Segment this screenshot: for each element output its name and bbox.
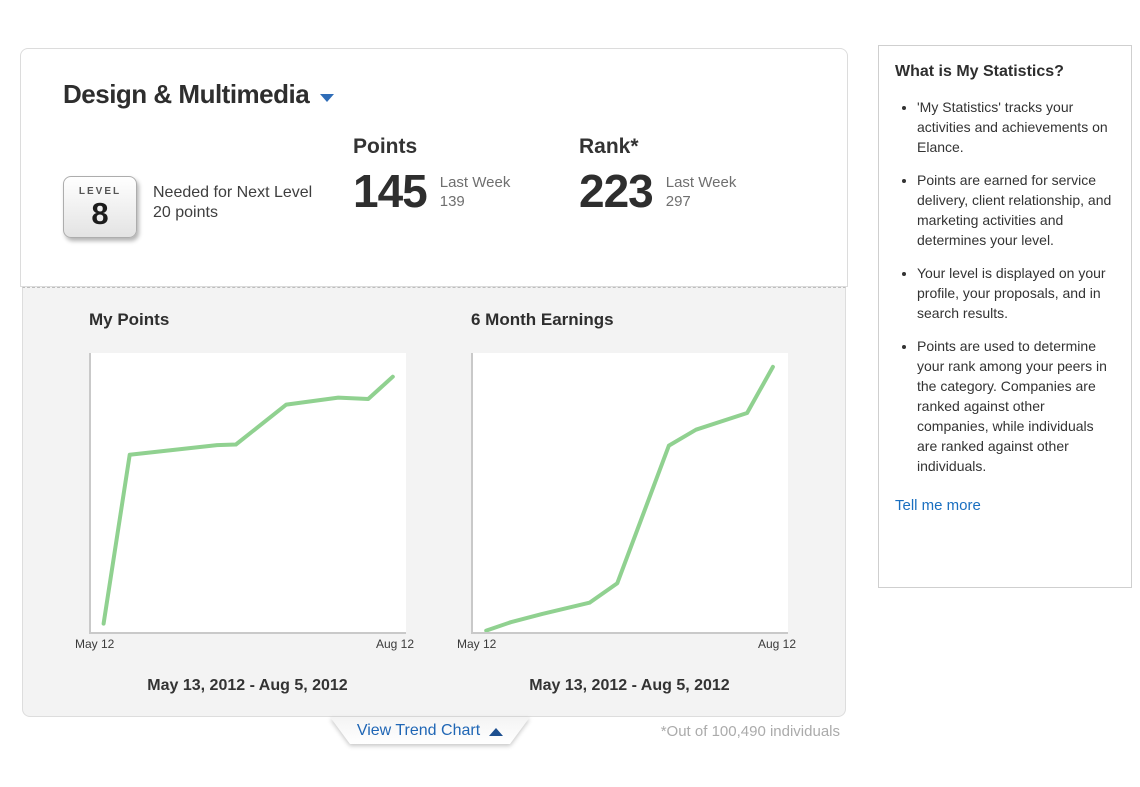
my-points-date-range: May 13, 2012 - Aug 5, 2012 — [147, 677, 348, 694]
charts-panel: My Points May 12 Aug 12 May 13, 2012 - A… — [22, 287, 846, 717]
level-badge-label: LEVEL — [78, 186, 122, 197]
rank-last-week-label: Last Week — [665, 174, 737, 191]
my-points-x-axis: May 12 Aug 12 — [75, 637, 414, 651]
points-last-week: Last Week 139 — [440, 169, 511, 211]
x-axis-end-label: Aug 12 — [757, 637, 796, 651]
points-stat: Points 145 Last Week 139 — [353, 135, 511, 217]
x-axis-start-label: May 12 — [75, 637, 115, 651]
sidebar-bullet: Points are used to determine your rank a… — [917, 336, 1115, 476]
my-points-chart-title: My Points — [89, 310, 170, 329]
x-axis-start-label: May 12 — [457, 637, 497, 651]
tell-me-more-link[interactable]: Tell me more — [895, 497, 981, 514]
rank-stat: Rank* 223 Last Week 297 — [579, 135, 737, 217]
what-is-my-statistics-sidebar: What is My Statistics? 'My Statistics' t… — [878, 45, 1132, 588]
points-label: Points — [353, 135, 418, 158]
category-dropdown[interactable]: Design & Multimedia — [63, 79, 335, 110]
x-axis-end-label: Aug 12 — [375, 637, 414, 651]
points-last-week-value: 139 — [439, 193, 465, 210]
rank-label: Rank* — [579, 135, 639, 158]
next-level-line1: Needed for Next Level — [153, 184, 313, 201]
rank-value: 223 — [579, 165, 654, 217]
view-trend-chart-button[interactable]: View Trend Chart — [330, 717, 530, 744]
rank-last-week: Last Week 297 — [666, 169, 737, 211]
earnings-chart-title: 6 Month Earnings — [471, 310, 614, 329]
points-last-week-label: Last Week — [439, 174, 511, 191]
view-trend-chart-tab-wrap: View Trend Chart — [330, 717, 530, 744]
sidebar-title: What is My Statistics? — [895, 63, 1064, 80]
my-points-line-chart — [89, 353, 406, 634]
sidebar-bullet-list: 'My Statistics' tracks your activities a… — [895, 97, 1115, 476]
sidebar-bullet: Your level is displayed on your profile,… — [917, 263, 1115, 323]
earnings-x-axis: May 12 Aug 12 — [457, 637, 796, 651]
next-level-info: Needed for Next Level 20 points — [153, 183, 312, 223]
rank-last-week-value: 297 — [665, 193, 691, 210]
earnings-date-range: May 13, 2012 - Aug 5, 2012 — [529, 677, 730, 694]
next-level-line2: 20 points — [153, 204, 218, 221]
level-badge-value: 8 — [91, 196, 109, 231]
earnings-line-chart — [471, 353, 788, 634]
stats-summary-card: Design & Multimedia LEVEL 8 Needed for N… — [20, 48, 848, 287]
earnings-chart-block: 6 Month Earnings May 12 Aug 12 May 13, 2… — [457, 310, 816, 695]
category-title: Design & Multimedia — [63, 79, 310, 109]
sidebar-bullet: Points are earned for service delivery, … — [917, 170, 1115, 250]
view-trend-chart-label: View Trend Chart — [356, 721, 481, 739]
caret-up-icon — [489, 727, 504, 736]
points-value: 145 — [353, 165, 428, 217]
sidebar-bullet: 'My Statistics' tracks your activities a… — [917, 97, 1115, 157]
caret-down-icon — [320, 93, 335, 102]
my-points-chart-block: My Points May 12 Aug 12 May 13, 2012 - A… — [75, 310, 434, 695]
rank-footnote: *Out of 100,490 individuals — [660, 723, 840, 740]
level-badge: LEVEL 8 — [63, 176, 137, 238]
